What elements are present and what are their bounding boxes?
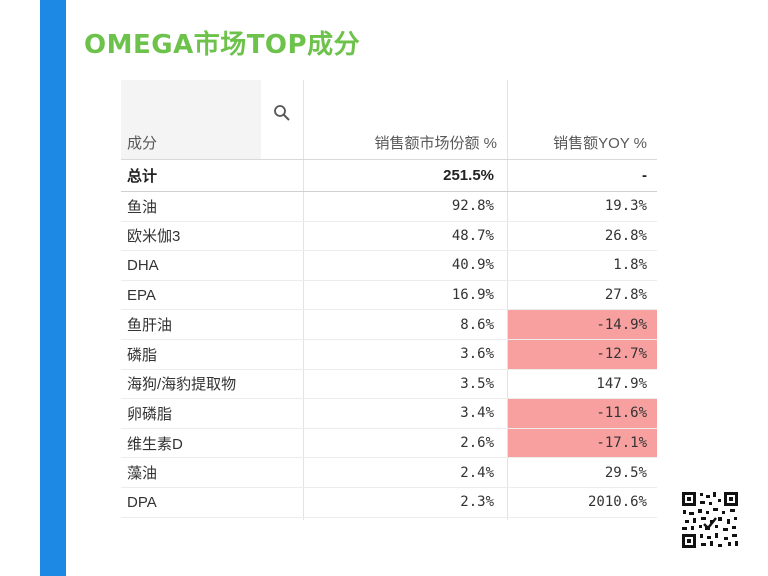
row-ingredient: 藻油 (127, 465, 158, 483)
header-market-share[interactable]: 销售额市场份额 % (374, 135, 497, 152)
table-row[interactable]: 鱼油 92.8% 19.3% (121, 192, 657, 222)
column-divider (507, 80, 508, 520)
row-yoy: -12.7% (508, 339, 657, 369)
row-yoy: 27.8% (604, 287, 647, 304)
row-ingredient: DHA (127, 256, 159, 274)
qr-code-icon (680, 490, 740, 550)
header-yoy[interactable]: 销售额YOY % (553, 135, 647, 152)
slide-title: OMEGA市场TOP成分 (84, 30, 361, 60)
row-market-share: 40.9% (451, 257, 494, 274)
table-row[interactable]: 欧米伽3 48.7% 26.8% (121, 222, 657, 252)
table-header: 成分 销售额市场份额 % 销售额YOY % (121, 80, 657, 160)
total-label: 总计 (127, 168, 158, 185)
row-ingredient: 海狗/海豹提取物 (127, 376, 237, 394)
table-row[interactable]: 藻油 2.4% 29.5% (121, 458, 657, 488)
row-market-share: 3.5% (460, 375, 494, 392)
table-row[interactable]: 磷脂 3.6% -12.7% (121, 339, 657, 370)
column-filter-area[interactable] (121, 80, 261, 159)
row-market-share: 2.3% (460, 494, 494, 511)
row-market-share: 8.6% (460, 316, 494, 333)
row-market-share: 92.8% (451, 198, 494, 215)
table-row[interactable]: EPA 16.9% 27.8% (121, 281, 657, 311)
table-row[interactable]: 海狗/海豹提取物 3.5% 147.9% (121, 370, 657, 400)
table-row[interactable]: 卵磷脂 3.4% -11.6% (121, 399, 657, 429)
row-market-share: 3.4% (460, 405, 494, 422)
row-ingredient: 鱼肝油 (127, 317, 173, 335)
header-ingredient[interactable]: 成分 (127, 135, 158, 152)
row-ingredient: 鱼油 (127, 198, 158, 216)
row-yoy: 19.3% (604, 198, 647, 215)
row-ingredient: 卵磷脂 (127, 405, 173, 423)
row-yoy: -11.6% (508, 399, 657, 428)
row-ingredient: EPA (127, 286, 156, 304)
total-share: 251.5% (443, 167, 494, 184)
row-yoy: -17.1% (508, 428, 657, 458)
row-yoy: 26.8% (604, 227, 647, 244)
row-market-share: 48.7% (451, 227, 494, 244)
row-ingredient: DPA (127, 493, 157, 511)
column-divider (303, 80, 304, 520)
total-row: 总计 251.5% - (121, 160, 657, 192)
left-accent-bar (40, 0, 66, 576)
row-market-share: 2.4% (460, 464, 494, 481)
row-ingredient: 欧米伽3 (127, 228, 181, 246)
total-yoy: - (642, 167, 647, 184)
row-ingredient: 维生素D (127, 435, 183, 453)
row-yoy: 1.8% (613, 257, 647, 274)
search-icon[interactable] (273, 104, 291, 122)
table-row[interactable]: 鱼肝油 8.6% -14.9% (121, 310, 657, 340)
data-table: 成分 销售额市场份额 % 销售额YOY % 总计 251.5% - 鱼油 92.8… (121, 80, 657, 520)
row-yoy: 29.5% (604, 464, 647, 481)
table-row[interactable]: DPA 2.3% 2010.6% (121, 488, 657, 518)
row-ingredient: 磷脂 (127, 346, 158, 364)
row-market-share: 16.9% (451, 287, 494, 304)
row-market-share: 2.6% (460, 435, 494, 452)
table-row[interactable]: 维生素D 2.6% -17.1% (121, 428, 657, 459)
row-yoy: 147.9% (596, 375, 647, 392)
row-yoy: -14.9% (508, 310, 657, 339)
table-row[interactable]: DHA 40.9% 1.8% (121, 251, 657, 281)
row-yoy: 2010.6% (587, 494, 647, 511)
row-market-share: 3.6% (460, 346, 494, 363)
